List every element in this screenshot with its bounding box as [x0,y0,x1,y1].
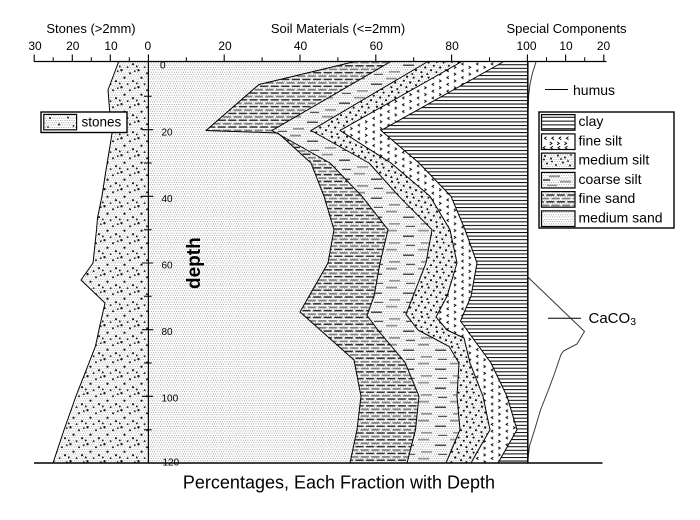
svg-text:Special Components: Special Components [507,21,627,36]
svg-text:CaCO3: CaCO3 [589,310,637,328]
svg-text:120: 120 [163,458,180,469]
svg-text:20: 20 [162,128,174,139]
svg-text:Percentages, Each Fraction wit: Percentages, Each Fraction with Depth [183,473,495,493]
svg-text:20: 20 [597,39,611,53]
svg-text:60: 60 [162,260,174,271]
svg-text:10: 10 [104,39,118,53]
svg-text:stones: stones [82,115,122,130]
svg-text:100: 100 [516,39,536,53]
svg-text:20: 20 [218,39,232,53]
svg-text:80: 80 [162,327,174,338]
svg-text:Soil Materials (<=2mm): Soil Materials (<=2mm) [271,21,405,36]
svg-text:60: 60 [370,39,384,53]
svg-text:40: 40 [294,39,308,53]
svg-text:10: 10 [559,39,573,53]
svg-text:clay: clay [579,113,604,129]
svg-text:100: 100 [162,394,179,405]
svg-text:80: 80 [445,39,459,53]
svg-text:fine sand: fine sand [579,190,636,206]
svg-text:depth: depth [184,237,205,289]
svg-text:fine silt: fine silt [579,132,623,148]
svg-text:medium silt: medium silt [579,152,650,168]
svg-text:coarse silt: coarse silt [579,171,642,187]
svg-text:40: 40 [162,194,174,205]
svg-text:Stones (>2mm): Stones (>2mm) [46,21,135,36]
svg-text:20: 20 [66,39,80,53]
svg-text:0: 0 [145,39,152,53]
svg-text:humus: humus [573,82,615,98]
svg-text:30: 30 [28,39,42,53]
svg-text:0: 0 [160,61,166,72]
svg-text:medium sand: medium sand [579,209,663,225]
